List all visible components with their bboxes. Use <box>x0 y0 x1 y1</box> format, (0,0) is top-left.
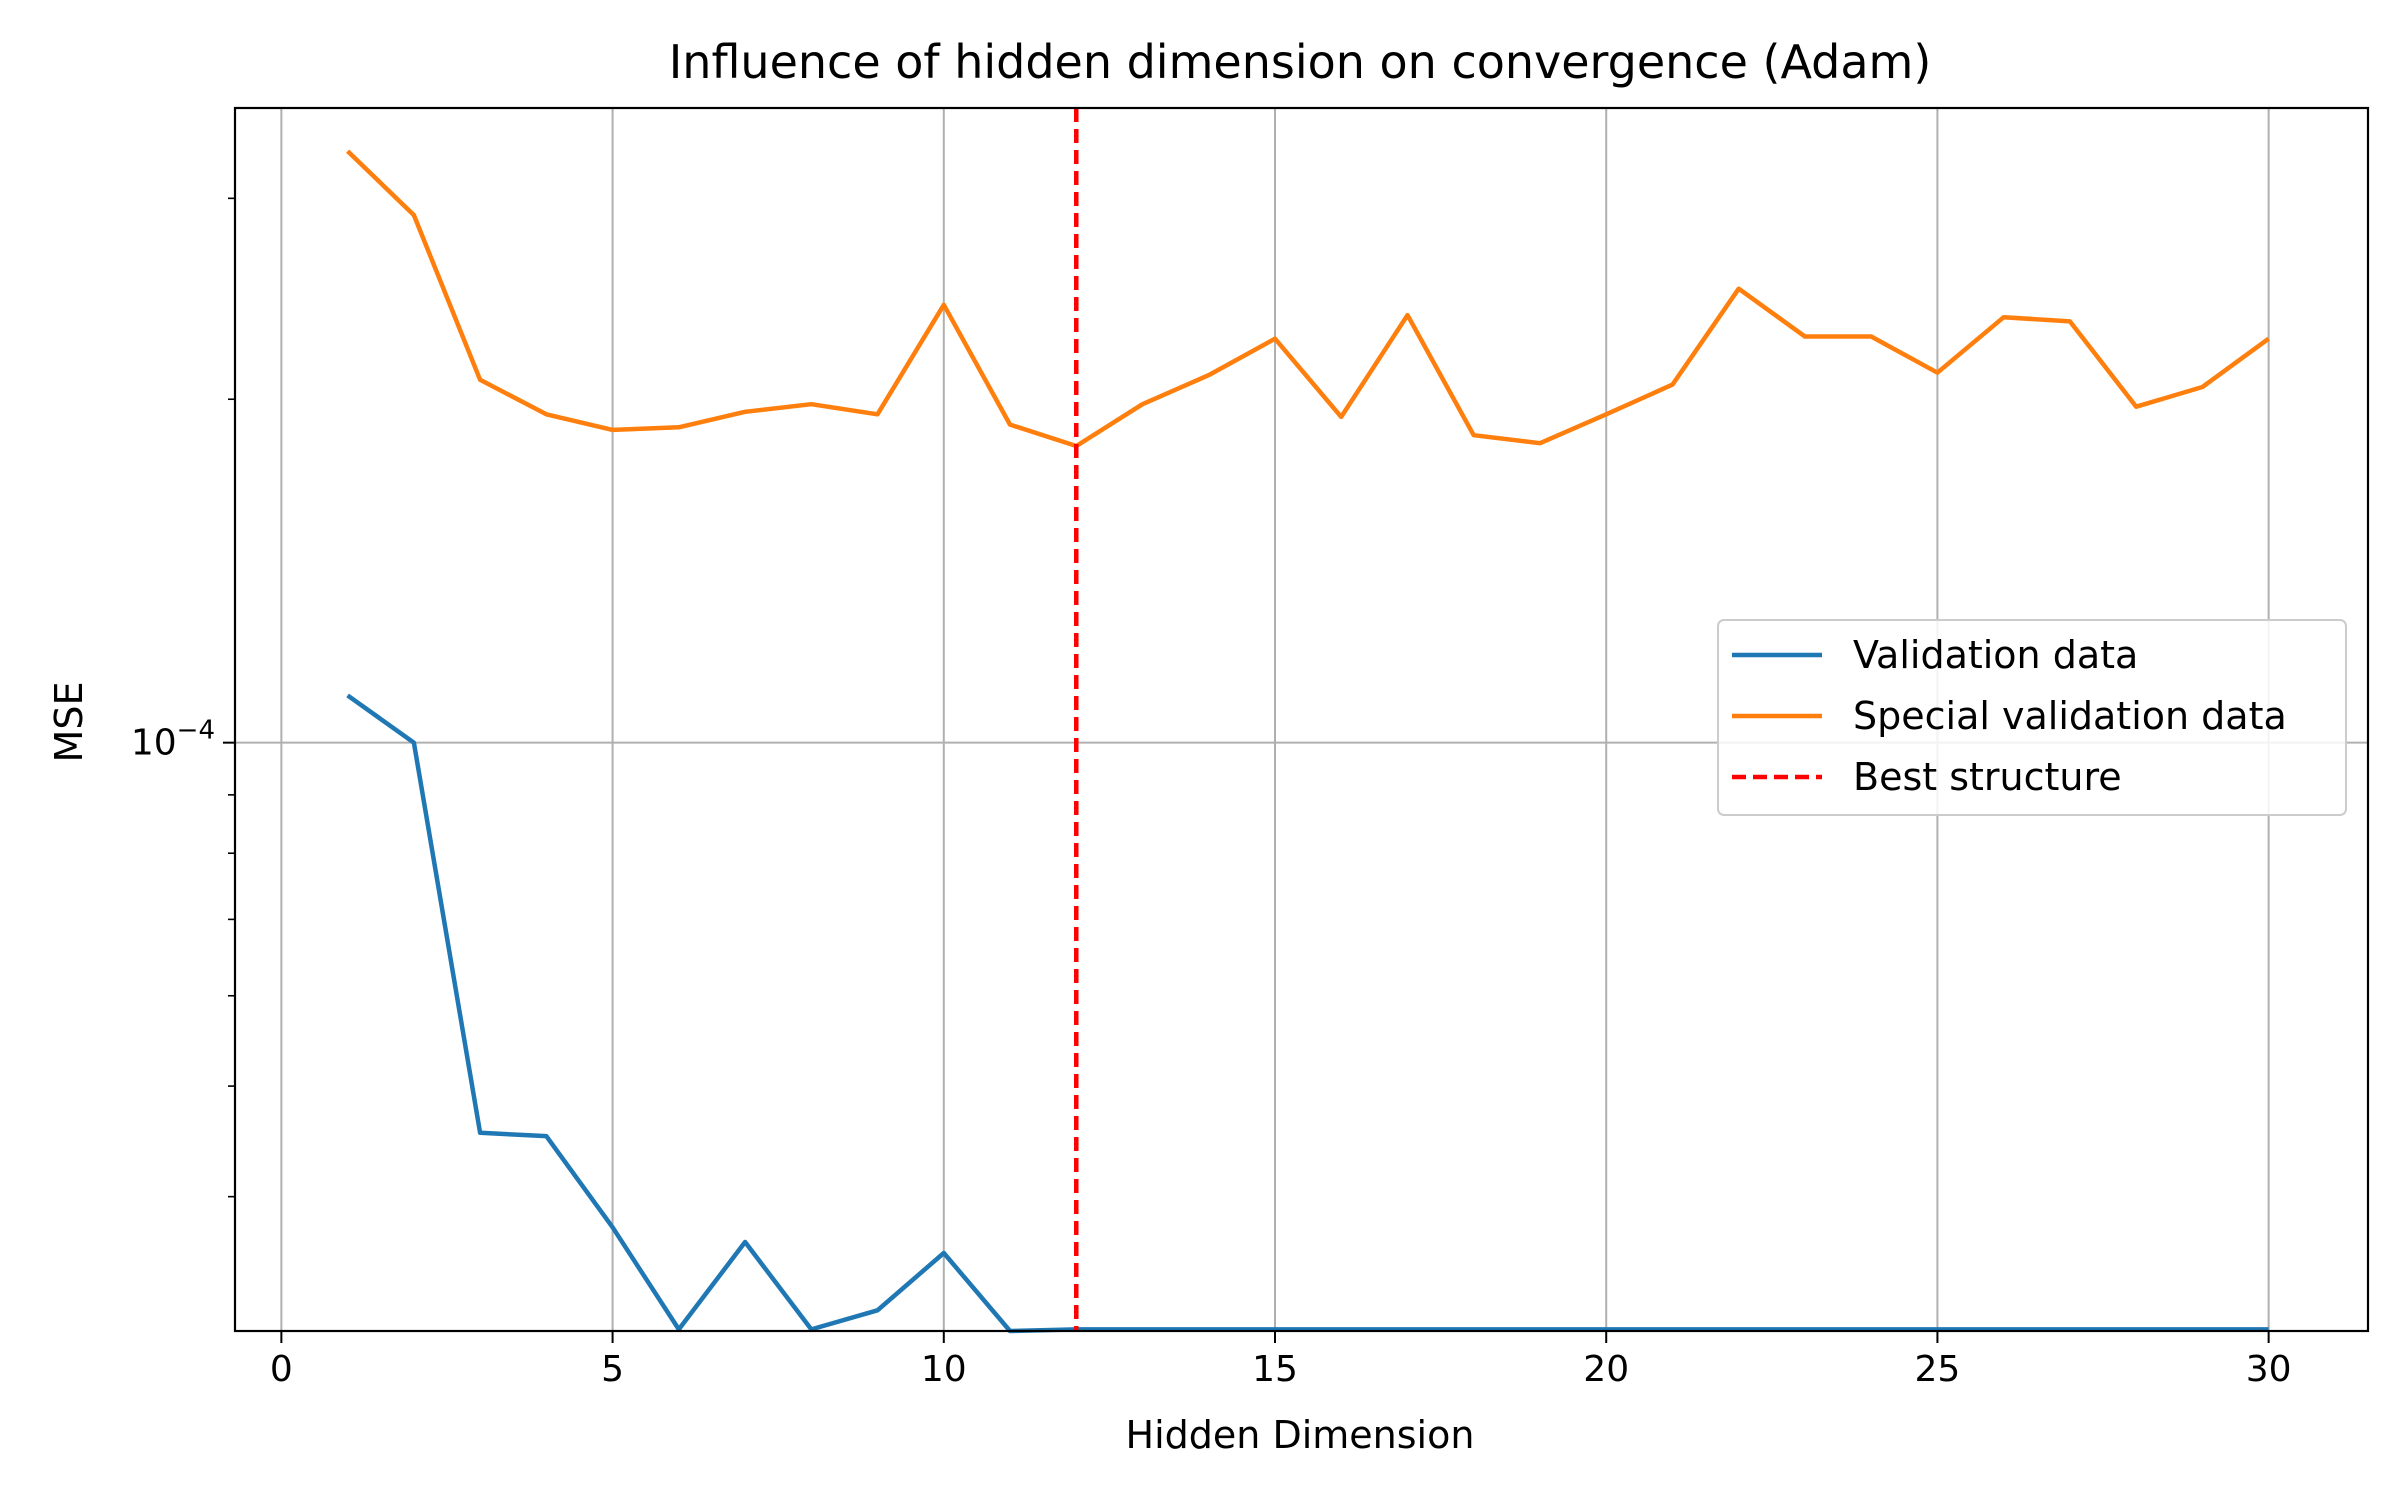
legend: Validation data Special validation data … <box>1717 619 2347 816</box>
y-tick-label: 10−4 <box>131 716 215 764</box>
axes-frame <box>233 106 2370 1333</box>
y-axis-label: MSE <box>47 682 91 763</box>
legend-box <box>1717 619 2347 816</box>
x-tick-label: 30 <box>2246 1349 2292 1390</box>
x-tick-label: 20 <box>1583 1349 1629 1390</box>
series-line-special-validation-data <box>346 149 2270 449</box>
legend-label-special-validation-data: Special validation data <box>1853 694 2287 738</box>
chart-title: Influence of hidden dimension on converg… <box>669 35 1932 89</box>
series-layer <box>346 108 2270 1334</box>
x-axis-label: Hidden Dimension <box>1126 1413 1475 1457</box>
legend-label-best-structure: Best structure <box>1853 755 2122 799</box>
x-tick-label: 0 <box>270 1349 293 1390</box>
legend-label-validation-data: Validation data <box>1853 633 2138 677</box>
ticks: 0 5 10 15 20 25 30 10−4 <box>131 197 2292 1390</box>
x-tick-label: 25 <box>1915 1349 1961 1390</box>
x-tick-label: 5 <box>601 1349 624 1390</box>
series-line-validation-data <box>346 693 2269 1334</box>
x-tick-label: 10 <box>921 1349 967 1390</box>
x-tick-label: 15 <box>1252 1349 1298 1390</box>
